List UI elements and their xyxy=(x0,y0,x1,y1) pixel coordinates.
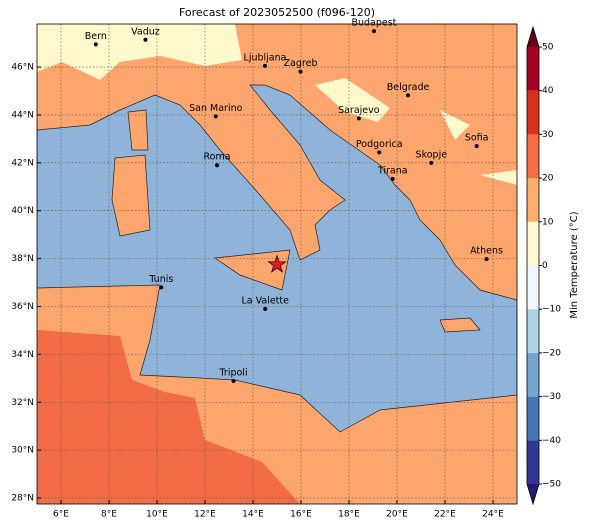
x-tick-label: 22°E xyxy=(434,510,456,520)
colorbar-band xyxy=(527,352,539,397)
city-marker xyxy=(429,160,434,165)
colorbar-tick-label: 40 xyxy=(542,86,554,96)
y-tick-label: 44°N xyxy=(11,110,34,120)
city-marker xyxy=(263,63,267,68)
colorbar-tick-label: 20 xyxy=(542,174,554,184)
colorbar-band xyxy=(527,309,539,353)
y-tick-label: 46°N xyxy=(11,63,34,73)
city-marker xyxy=(390,176,395,181)
colorbar-extend xyxy=(527,27,539,47)
city-marker xyxy=(484,257,489,262)
y-tick-label: 40°N xyxy=(11,206,34,216)
city-label: Athens xyxy=(470,246,503,257)
colorbar-tick-label: −40 xyxy=(542,436,561,446)
x-tick-label: 6°E xyxy=(53,510,69,520)
city-marker xyxy=(371,29,376,34)
cold-area xyxy=(37,24,242,80)
y-tick-label: 32°N xyxy=(11,398,34,408)
y-tick-label: 34°N xyxy=(11,350,34,360)
city-marker xyxy=(356,116,361,121)
x-tick-label: 12°E xyxy=(194,510,216,520)
city-label: Sarajevo xyxy=(338,105,380,116)
colorbar-tick-label: −50 xyxy=(542,480,561,490)
colorbar-band xyxy=(527,265,539,310)
city-label: Podgorica xyxy=(356,139,403,150)
city-marker xyxy=(377,150,382,155)
star-marker xyxy=(267,254,287,273)
colorbar-band xyxy=(527,221,539,266)
colorbar-label: Min Temperature (°C) xyxy=(569,211,580,318)
city-marker xyxy=(93,42,98,47)
city-label: Tunis xyxy=(148,274,173,285)
colorbar-tick-label: −20 xyxy=(542,348,561,358)
colorbar-tick-label: 50 xyxy=(542,43,554,53)
colorbar-extend xyxy=(527,484,539,504)
islands xyxy=(111,109,291,291)
y-tick-label: 28°N xyxy=(11,494,34,504)
cold-area xyxy=(315,78,517,185)
crete xyxy=(439,317,481,333)
city-marker xyxy=(406,93,411,98)
x-tick-label: 24°E xyxy=(482,510,504,520)
x-tick-label: 14°E xyxy=(242,510,264,520)
city-label: Zagreb xyxy=(284,58,318,69)
city-marker xyxy=(263,306,268,311)
title: Forecast of 2023052500 (f096-120) xyxy=(179,6,375,19)
city-label: San Marino xyxy=(189,103,242,114)
y-tick-label: 30°N xyxy=(11,446,34,456)
city-marker xyxy=(474,144,479,149)
warm-area xyxy=(37,330,300,504)
city-label: Budapest xyxy=(351,18,396,29)
y-tick-label: 38°N xyxy=(11,254,34,264)
colorbar-band xyxy=(527,440,539,484)
city-label: Ljubljana xyxy=(244,52,287,63)
colorbar-band xyxy=(527,134,539,179)
city-marker xyxy=(298,69,303,74)
y-tick-label: 42°N xyxy=(11,158,34,168)
x-tick-label: 8°E xyxy=(101,510,117,520)
x-tick-label: 16°E xyxy=(290,510,312,520)
city-label: Tripoli xyxy=(219,367,248,378)
colorbar-tick-label: 0 xyxy=(542,261,548,271)
x-tick-label: 18°E xyxy=(338,510,360,520)
city-label: Belgrade xyxy=(387,82,430,93)
city-marker xyxy=(159,285,164,290)
colorbar-tick-label: 30 xyxy=(542,130,554,140)
city-marker xyxy=(231,378,236,383)
grid xyxy=(37,24,517,504)
colorbar-tick-label: −30 xyxy=(542,392,561,402)
x-tick-label: 10°E xyxy=(146,510,168,520)
city-label: Skopje xyxy=(416,149,448,160)
colorbar-band xyxy=(527,90,539,135)
city-marker xyxy=(143,37,148,42)
city-label: Roma xyxy=(203,152,230,163)
city-label: La Valette xyxy=(241,295,289,306)
colorbar-band xyxy=(527,396,539,441)
x-tick-label: 20°E xyxy=(386,510,408,520)
city-label: Tirana xyxy=(377,165,408,176)
city-label: Bern xyxy=(85,31,107,42)
colorbar-tick-label: 10 xyxy=(542,217,554,227)
city-marker xyxy=(215,163,219,168)
map-frame xyxy=(36,23,518,505)
colorbar-band xyxy=(527,47,539,91)
city-label: Sofia xyxy=(465,133,489,144)
city-marker xyxy=(213,114,218,119)
city-label: Vaduz xyxy=(131,26,160,37)
colorbar-tick-label: −10 xyxy=(542,305,561,315)
colorbar-band xyxy=(527,178,539,222)
y-tick-label: 36°N xyxy=(11,302,34,312)
